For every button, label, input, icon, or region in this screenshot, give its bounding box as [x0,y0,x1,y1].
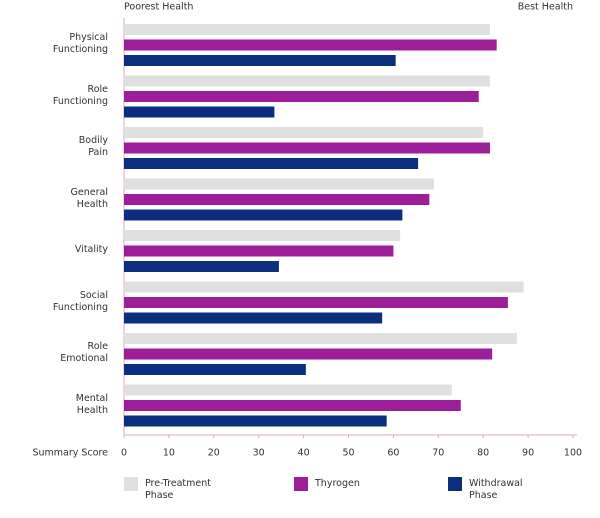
legend-label: Thyrogen [315,478,360,489]
x-axis-label: Summary Score [32,448,108,459]
bar [124,348,493,360]
bar [124,55,396,66]
bar [124,245,394,257]
bar [124,158,419,169]
category-label: General Health [70,186,108,210]
bar [124,142,490,154]
bar [124,209,403,221]
bar [124,106,275,118]
bar [124,333,517,344]
x-tick-label: 80 [477,448,489,459]
category-label: Mental Health [75,392,108,416]
x-tick-label: 90 [522,448,534,459]
bar [124,384,452,396]
category-label: Role Emotional [60,341,108,364]
legend-label: Withdrawal Phase [469,478,523,501]
right-label: Best Health [518,2,573,13]
bar [124,230,401,241]
category-label: Social Functioning [52,289,108,313]
bar [124,364,306,375]
bar [124,415,387,427]
bar [124,281,524,293]
x-tick-label: 0 [121,448,127,459]
x-tick-label: 100 [564,448,582,459]
bar [124,312,383,324]
legend-label: Pre-Treatment Phase [145,478,211,501]
category-label: Physical Functioning [52,32,108,55]
category-label: Role Functioning [52,83,108,107]
category-label: Vitality [74,244,108,255]
x-tick-label: 10 [163,448,175,459]
bar [124,127,484,138]
x-tick-label: 20 [208,448,220,459]
bar [124,297,508,308]
bar [124,24,490,35]
left-label: Poorest Health [124,2,193,13]
bar [124,75,490,87]
x-tick-label: 60 [387,448,399,459]
bar [124,261,279,272]
legend-swatch [294,477,308,491]
legend-swatch [448,477,462,491]
bar [124,194,430,205]
bar [124,400,461,411]
x-tick-label: 70 [432,448,444,459]
bar [124,178,434,190]
category-label: Bodily Pain [78,135,108,158]
bar [124,39,497,51]
bar [124,91,479,102]
x-tick-label: 40 [298,448,310,459]
legend-swatch [124,477,138,491]
x-tick-label: 30 [253,448,265,459]
x-tick-label: 50 [342,448,354,459]
